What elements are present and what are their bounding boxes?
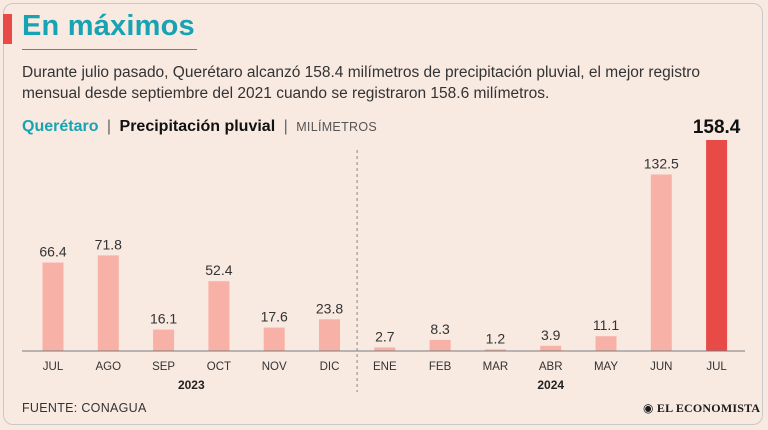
logo-icon: ◉ (643, 401, 657, 415)
bar-jul-0 (42, 262, 64, 351)
month-label: JUL (706, 361, 727, 373)
value-label: 1.2 (486, 330, 506, 346)
chart-legend: Querétaro | Precipitación pluvial | MILÍ… (22, 118, 377, 136)
bar-mar-8 (484, 349, 506, 351)
month-label: NOV (262, 361, 287, 373)
chart-description: Durante julio pasado, Querétaro alcanzó … (22, 64, 701, 102)
value-label: 132.5 (644, 156, 679, 172)
bar-feb-7 (429, 339, 451, 351)
year-label: 2024 (537, 378, 564, 392)
month-label: JUN (650, 361, 672, 373)
month-label: FEB (429, 361, 452, 373)
value-label: 71.8 (95, 236, 122, 252)
bar-ene-6 (374, 347, 396, 351)
bar-abr-9 (540, 345, 562, 351)
source-note: FUENTE: CONAGUA (22, 401, 147, 415)
month-label: ENE (373, 361, 397, 373)
value-label: 3.9 (541, 327, 561, 343)
card-frame (3, 3, 763, 425)
legend-metric: Precipitación pluvial (119, 118, 276, 135)
value-label: 16.1 (150, 311, 177, 327)
month-label: ABR (539, 361, 563, 373)
bar-sep-2 (153, 329, 175, 351)
publisher-logo: ◉ EL ECONOMISTA (643, 401, 760, 416)
month-label: OCT (207, 361, 231, 373)
month-label: MAY (594, 361, 618, 373)
legend-unit: MILÍMETROS (296, 120, 377, 134)
legend-separator: | (283, 118, 288, 135)
value-label: 17.6 (261, 309, 288, 325)
value-label: 2.7 (375, 328, 395, 344)
month-label: MAR (483, 361, 509, 373)
value-label: 52.4 (205, 262, 232, 278)
month-label: AGO (96, 361, 122, 373)
logo-text: EL ECONOMISTA (656, 401, 761, 415)
value-label: 23.8 (316, 300, 343, 316)
bar-oct-3 (208, 281, 230, 351)
value-label: 158.4 (693, 117, 741, 138)
value-label: 66.4 (39, 244, 66, 260)
month-label: SEP (152, 361, 175, 373)
bar-ago-1 (97, 255, 119, 351)
bar-dic-5 (319, 319, 340, 351)
legend-location: Querétaro (22, 118, 99, 135)
chart-title: En máximos (22, 10, 195, 42)
bar-nov-4 (263, 327, 285, 351)
value-label: 8.3 (430, 321, 450, 337)
month-label: JUL (43, 361, 64, 373)
value-label: 11.1 (593, 317, 619, 333)
year-label: 2023 (178, 378, 205, 392)
title-accent-bar (3, 14, 12, 44)
title-underline (22, 49, 197, 50)
legend-separator: | (106, 118, 112, 135)
month-label: DIC (320, 361, 340, 373)
bar-jun-11 (650, 174, 672, 351)
bar-may-10 (595, 336, 617, 351)
bar-jul-12 (706, 140, 728, 351)
